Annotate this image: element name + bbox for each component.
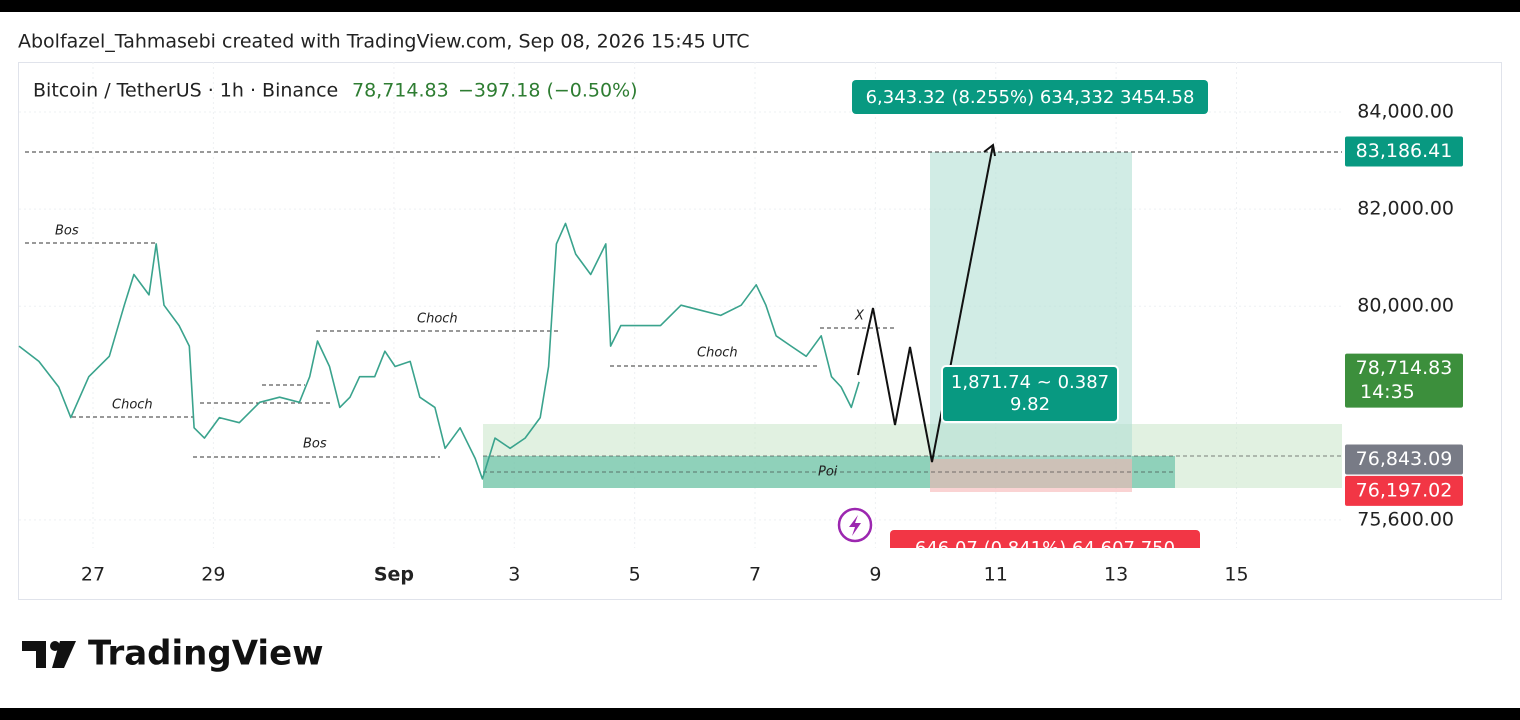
structure: Bos Choch Choch Bos Choch X Poi xyxy=(25,224,895,480)
logo: TradingView xyxy=(22,634,324,674)
ratio-box xyxy=(941,365,1119,423)
price-label-box xyxy=(1345,475,1463,506)
stop-group: 646.07 (0.841%) 64,607.750 xyxy=(890,530,1200,559)
y-tick-label: 75,600.00 xyxy=(1357,508,1454,530)
target-label: 6,343.32 (8.255%) 634,332 3454.58 xyxy=(866,87,1195,108)
top-bar xyxy=(0,0,1520,12)
annotation: Poi xyxy=(818,465,838,480)
logo-mark xyxy=(52,641,76,668)
x-tick-label: 29 xyxy=(201,564,225,586)
symbol: Bitcoin / TetherUS · 1h · Binance xyxy=(33,80,338,102)
target-box xyxy=(852,80,1208,114)
price-label-box xyxy=(1345,444,1463,475)
annotation: Choch xyxy=(112,398,153,413)
x-tick-label: 3 xyxy=(508,564,520,586)
alert-bolt xyxy=(849,515,861,536)
price-label: 76,197.02 xyxy=(1356,479,1453,501)
stop-label: 646.07 (0.841%) 64,607.750 xyxy=(915,538,1175,559)
series xyxy=(18,222,860,480)
last-price: 78,714.83 xyxy=(352,80,449,102)
x-tick-label: 13 xyxy=(1104,564,1128,586)
price-label-box xyxy=(1345,136,1463,167)
annotation: Bos xyxy=(55,224,79,239)
annotation: Bos xyxy=(303,437,327,452)
ratio-label: 1,871.74 ~ 0.387 xyxy=(951,372,1109,393)
price-label-box xyxy=(1345,353,1463,408)
price-label: 83,186.41 xyxy=(1356,140,1453,162)
x-tick-label: 15 xyxy=(1224,564,1248,586)
stop-box xyxy=(890,530,1200,548)
price-label: 78,714.83 xyxy=(1356,357,1453,379)
price-label: 76,843.09 xyxy=(1356,448,1453,470)
annotation: Choch xyxy=(417,312,458,327)
chart-frame xyxy=(18,62,1502,600)
x-tick-label: 7 xyxy=(749,564,761,586)
annotation: X xyxy=(854,309,865,324)
logo-mark xyxy=(22,641,46,668)
y-tick-label: 80,000.00 xyxy=(1357,295,1454,317)
x-tick-label: 11 xyxy=(984,564,1008,586)
axes: 75,600.00 80,000.00 82,000.00 84,000.00 27 29… xyxy=(81,101,1463,586)
x-tick-label: 27 xyxy=(81,564,105,586)
ratio-label: 9.82 xyxy=(1010,394,1050,415)
y-tick-label: 82,000.00 xyxy=(1357,198,1454,220)
x-tick-label: 9 xyxy=(869,564,881,586)
x-tick-label: 5 xyxy=(629,564,641,586)
countdown: 14:35 xyxy=(1360,381,1415,403)
bottom-bar xyxy=(0,708,1520,720)
y-tick-label: 84,000.00 xyxy=(1357,101,1454,123)
arrow-head xyxy=(983,143,996,157)
price-line xyxy=(18,222,860,480)
x-tick-label: Sep xyxy=(374,564,414,586)
credit: Abolfazel_Tahmasebi created with Trading… xyxy=(18,31,749,53)
logo-mark xyxy=(50,641,60,651)
annotation: Choch xyxy=(697,346,738,361)
change: −397.18 (−0.50%) xyxy=(458,80,638,102)
logo-text: TradingView xyxy=(88,634,324,674)
stop-zone xyxy=(930,459,1132,492)
